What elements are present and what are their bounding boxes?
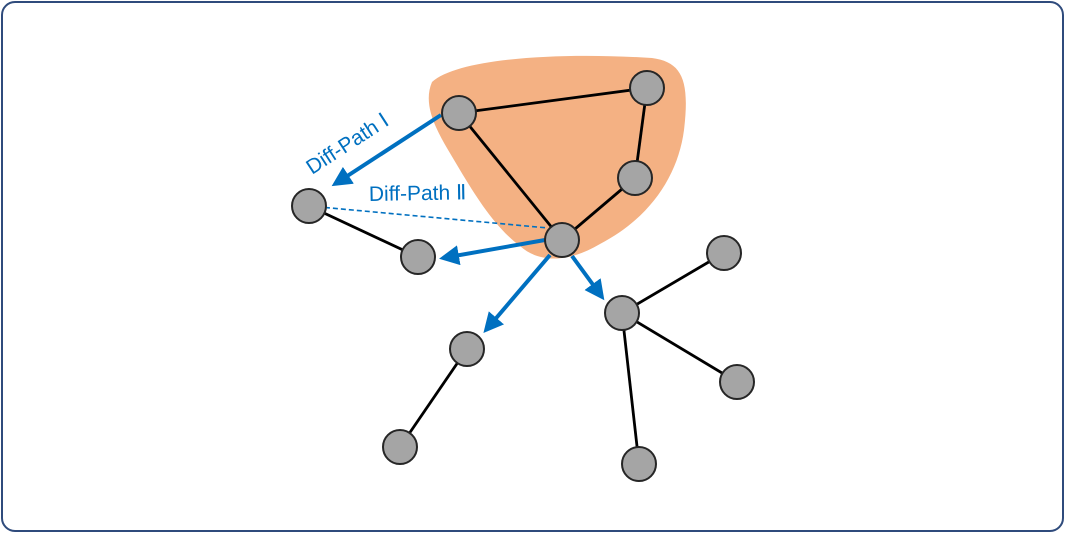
edge <box>620 312 641 465</box>
diff-arrows <box>331 113 605 334</box>
edge <box>308 204 419 259</box>
diff-path-2-line <box>308 205 549 229</box>
diff-path-1-label: Diff-Path Ⅰ <box>302 109 393 179</box>
community-region <box>428 55 686 259</box>
graph-node <box>629 70 665 106</box>
edge <box>457 112 564 241</box>
graph-node <box>706 235 742 271</box>
edge <box>621 251 725 315</box>
graph-node <box>441 95 477 131</box>
graph-node <box>400 239 436 275</box>
diff-path-2-label: Diff-Path Ⅱ <box>369 181 467 206</box>
graph-node <box>291 188 327 224</box>
diff-path-1-arrow <box>331 113 443 187</box>
diff-arrow <box>570 254 605 301</box>
edge <box>398 348 469 448</box>
graph-node <box>382 429 418 465</box>
diff-arrow <box>483 253 552 334</box>
diff-arrow <box>439 238 546 266</box>
graph-node <box>604 295 640 331</box>
graph-node <box>449 331 485 367</box>
edge <box>458 86 648 115</box>
graph-node <box>621 446 657 482</box>
edge <box>621 311 738 384</box>
edges <box>308 86 738 465</box>
graph-node <box>617 160 653 196</box>
nodes <box>291 70 755 482</box>
graph-node <box>719 364 755 400</box>
graph-node <box>544 222 580 258</box>
